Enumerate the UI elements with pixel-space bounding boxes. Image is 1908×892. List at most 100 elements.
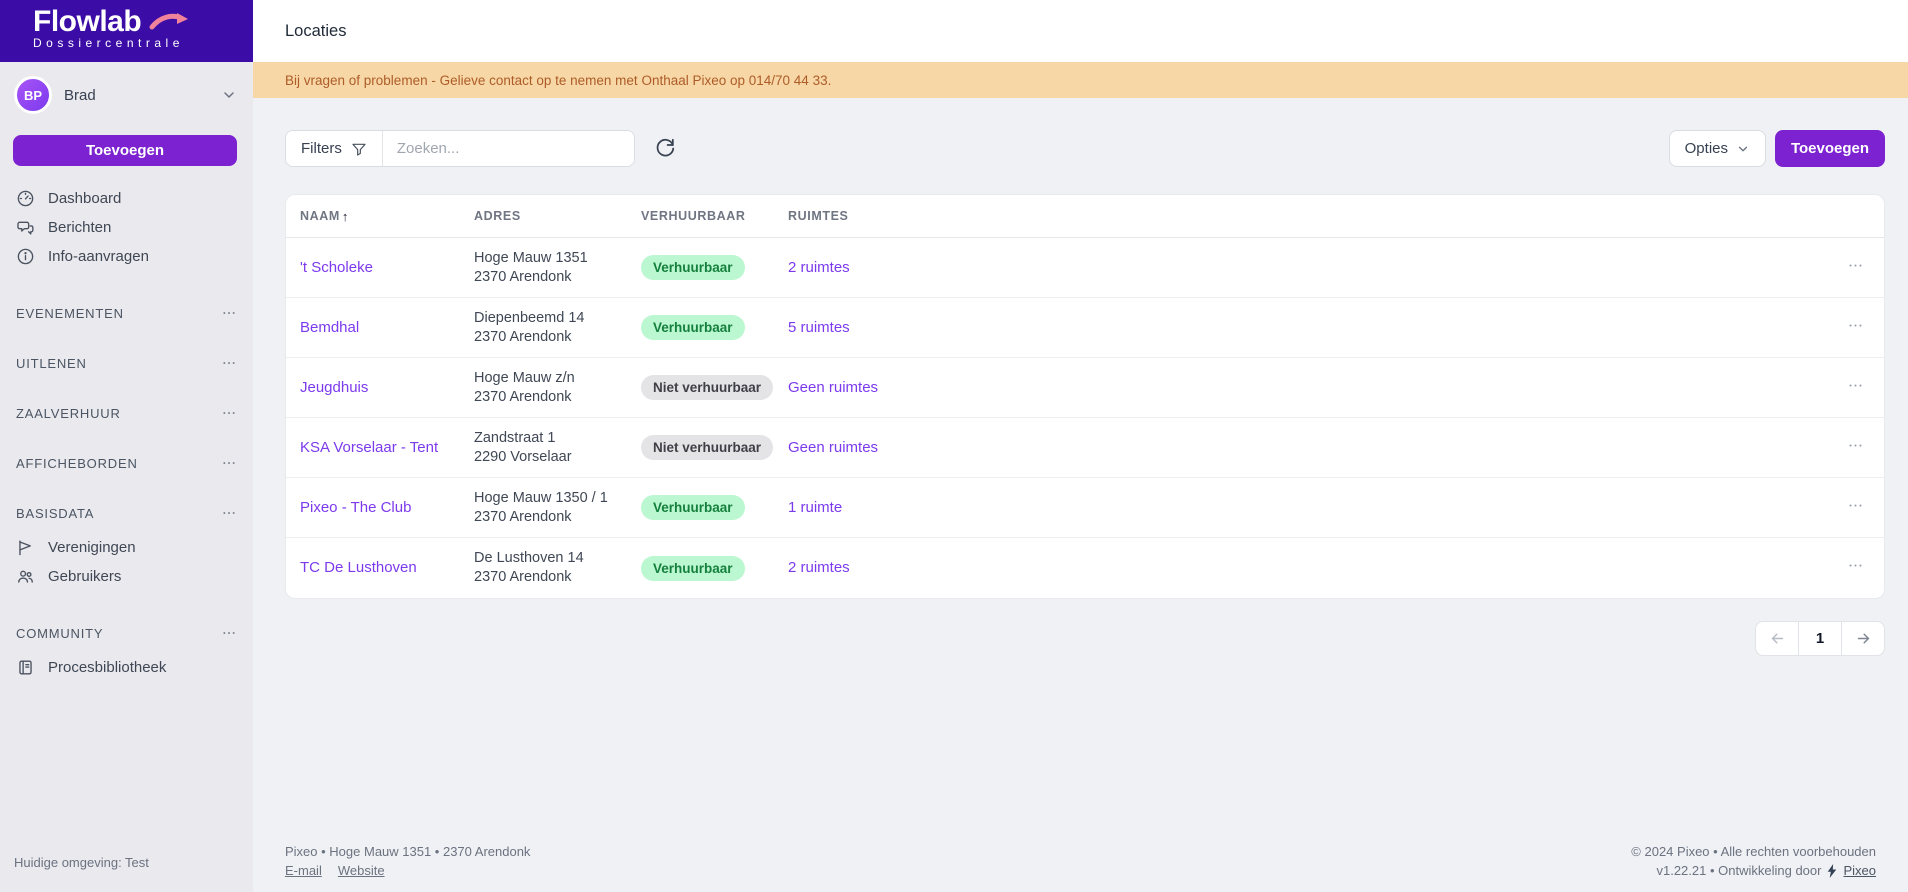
- sidebar-section-zaalverhuur: ZAALVERHUUR: [0, 405, 253, 421]
- address-line1: Hoge Mauw 1351: [474, 249, 588, 266]
- column-header-naam[interactable]: NAAM ↑: [300, 209, 474, 224]
- dashboard-icon: [16, 189, 36, 208]
- row-actions-button[interactable]: [1828, 317, 1864, 339]
- column-header-adres[interactable]: ADRES: [474, 209, 641, 223]
- footer-version: v1.22.21 • Ontwikkeling door: [1656, 863, 1822, 878]
- user-menu[interactable]: BP Brad: [0, 62, 253, 114]
- ellipsis-icon: [1847, 317, 1864, 339]
- app-logo-text: Flowlab: [33, 5, 142, 38]
- refresh-button[interactable]: [650, 134, 679, 163]
- page-title: Locaties: [285, 21, 347, 40]
- table-header-row: NAAM ↑ ADRES VERHUURBAAR RUIMTES: [286, 195, 1884, 238]
- address-line1: Hoge Mauw 1350 / 1: [474, 489, 608, 506]
- app-logo: Flowlab Dossiercentrale: [0, 0, 253, 62]
- address-line2: 2370 Arendonk: [474, 569, 572, 585]
- address-line2: 2290 Vorselaar: [474, 448, 572, 465]
- rooms-link[interactable]: 2 ruimtes: [788, 258, 850, 276]
- address-line2: 2370 Arendonk: [474, 268, 572, 285]
- section-label: UITLENEN: [16, 355, 87, 371]
- column-label: VERHUURBAAR: [641, 209, 746, 223]
- rooms-link[interactable]: 1 ruimte: [788, 498, 843, 516]
- row-actions-button[interactable]: [1828, 497, 1864, 519]
- sidebar-item-label: Info-aanvragen: [48, 248, 149, 265]
- sidebar-section-uitlenen: UITLENEN: [0, 355, 253, 371]
- status-badge: Verhuurbaar: [641, 315, 745, 340]
- row-actions-button[interactable]: [1828, 257, 1864, 279]
- sort-ascending-icon: ↑: [341, 208, 350, 224]
- table-row: Jeugdhuis Hoge Mauw z/n 2370 Arendonk Ni…: [286, 358, 1884, 418]
- sidebar-nav: Dashboard Berichten Info-aanvragen: [0, 184, 253, 271]
- address-line2: 2370 Arendonk: [474, 388, 572, 405]
- filter-search-group: Filters: [285, 130, 635, 167]
- sidebar: Flowlab Dossiercentrale BP Brad Toevoege…: [0, 0, 253, 892]
- avatar: BP: [14, 76, 52, 114]
- location-name-link[interactable]: Jeugdhuis: [300, 378, 369, 396]
- footer-left: Pixeo • Hoge Mauw 1351 • 2370 Arendonk E…: [285, 842, 530, 880]
- pagination: 1: [285, 621, 1885, 656]
- app-logo-subtitle: Dossiercentrale: [33, 36, 184, 50]
- rooms-link[interactable]: 2 ruimtes: [788, 559, 850, 576]
- current-page-button[interactable]: 1: [1798, 621, 1842, 656]
- location-address: Hoge Mauw 1351 2370 Arendonk: [474, 249, 641, 287]
- status-badge: Verhuurbaar: [641, 255, 745, 280]
- ellipsis-icon: [1847, 257, 1864, 279]
- chevron-down-icon: [221, 87, 237, 103]
- location-name-link[interactable]: 't Scholeke: [300, 258, 373, 276]
- location-name-link[interactable]: TC De Lusthoven: [300, 559, 417, 576]
- row-actions-button[interactable]: [1828, 557, 1864, 579]
- ellipsis-icon[interactable]: [221, 625, 237, 641]
- footer-right: © 2024 Pixeo • Alle rechten voorbehouden…: [1631, 842, 1876, 880]
- table-row: 't Scholeke Hoge Mauw 1351 2370 Arendonk…: [286, 238, 1884, 298]
- column-header-ruimtes[interactable]: RUIMTES: [788, 209, 1828, 223]
- sidebar-item-verenigingen[interactable]: Verenigingen: [0, 533, 253, 562]
- ellipsis-icon[interactable]: [221, 455, 237, 471]
- location-address: Hoge Mauw 1350 / 1 2370 Arendonk: [474, 489, 641, 527]
- section-label: COMMUNITY: [16, 625, 104, 641]
- sidebar-add-button[interactable]: Toevoegen: [13, 135, 237, 166]
- environment-label: Huidige omgeving: Test: [14, 855, 149, 870]
- ellipsis-icon[interactable]: [221, 305, 237, 321]
- ellipsis-icon: [1847, 437, 1864, 459]
- ellipsis-icon[interactable]: [221, 355, 237, 371]
- column-label: NAAM: [300, 209, 340, 223]
- rooms-link[interactable]: 5 ruimtes: [788, 318, 850, 336]
- chevron-down-icon: [1736, 142, 1750, 156]
- email-link[interactable]: E-mail: [285, 863, 322, 878]
- ellipsis-icon: [1847, 497, 1864, 519]
- rooms-link[interactable]: Geen ruimtes: [788, 438, 879, 456]
- location-address: Diepenbeemd 14 2370 Arendonk: [474, 309, 641, 347]
- options-button[interactable]: Opties: [1668, 130, 1766, 167]
- rooms-link[interactable]: Geen ruimtes: [788, 378, 879, 396]
- ellipsis-icon[interactable]: [221, 505, 237, 521]
- footer-address: Pixeo • Hoge Mauw 1351 • 2370 Arendonk: [285, 844, 531, 859]
- previous-page-button[interactable]: [1755, 621, 1799, 656]
- sidebar-item-label: Procesbibliotheek: [48, 659, 167, 676]
- developer-link[interactable]: Pixeo: [1843, 863, 1876, 878]
- location-name-link[interactable]: Pixeo - The Club: [300, 498, 412, 516]
- column-label: ADRES: [474, 209, 521, 223]
- ellipsis-icon[interactable]: [221, 405, 237, 421]
- user-name: Brad: [64, 86, 96, 104]
- sidebar-item-label: Verenigingen: [48, 539, 136, 556]
- filters-label: Filters: [301, 140, 342, 157]
- row-actions-button[interactable]: [1828, 437, 1864, 459]
- search-input[interactable]: [382, 131, 634, 166]
- next-page-button[interactable]: [1841, 621, 1885, 656]
- status-badge: Verhuurbaar: [641, 555, 745, 581]
- sidebar-item-label: Gebruikers: [48, 568, 122, 585]
- location-name-link[interactable]: KSA Vorselaar - Tent: [300, 438, 439, 456]
- filters-button[interactable]: Filters: [286, 131, 383, 166]
- sidebar-item-dashboard[interactable]: Dashboard: [0, 184, 253, 213]
- row-actions-button[interactable]: [1828, 377, 1864, 399]
- location-name-link[interactable]: Bemdhal: [300, 318, 360, 336]
- footer-copyright: © 2024 Pixeo • Alle rechten voorbehouden: [1631, 844, 1876, 859]
- column-header-verhuurbaar[interactable]: VERHUURBAAR: [641, 209, 788, 223]
- status-badge: Verhuurbaar: [641, 495, 745, 520]
- add-location-button[interactable]: Toevoegen: [1775, 130, 1885, 167]
- sidebar-item-procesbibliotheek[interactable]: Procesbibliotheek: [0, 653, 253, 682]
- website-link[interactable]: Website: [337, 863, 385, 878]
- sidebar-item-berichten[interactable]: Berichten: [0, 213, 253, 242]
- sidebar-section-basisdata: BASISDATA: [0, 505, 253, 521]
- sidebar-item-info-aanvragen[interactable]: Info-aanvragen: [0, 242, 253, 271]
- sidebar-item-gebruikers[interactable]: Gebruikers: [0, 562, 253, 591]
